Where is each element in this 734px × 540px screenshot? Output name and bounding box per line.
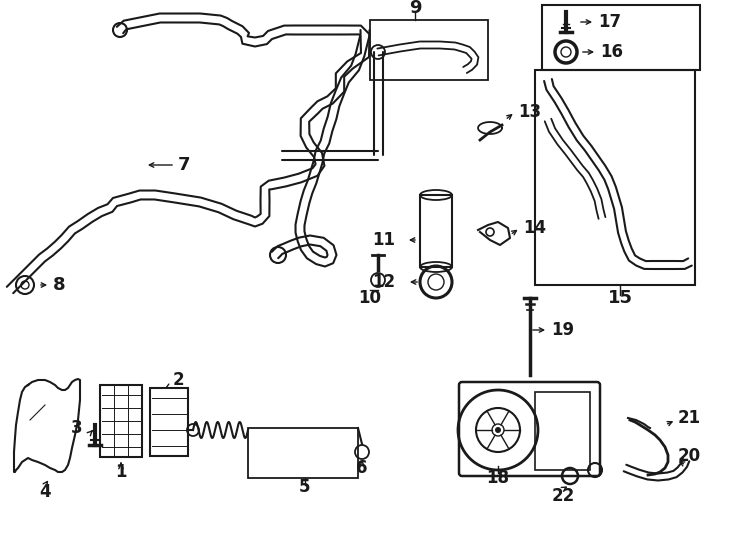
Text: 21: 21 [678, 409, 701, 427]
Circle shape [495, 427, 501, 433]
Bar [248, 428, 358, 478]
Text: 17: 17 [598, 13, 621, 31]
Text: 5: 5 [299, 478, 310, 496]
Bar [535, 70, 695, 285]
Text: 12: 12 [372, 273, 395, 291]
Text: 16: 16 [600, 43, 623, 61]
Text: 3: 3 [70, 419, 82, 437]
Bar [542, 5, 700, 70]
Text: 22: 22 [551, 487, 575, 505]
Text: 8: 8 [53, 276, 65, 294]
Text: 15: 15 [608, 289, 633, 307]
Text: 20: 20 [678, 447, 701, 465]
Bar [535, 392, 590, 470]
Text: 19: 19 [551, 321, 574, 339]
Text: 9: 9 [409, 0, 421, 17]
Bar [100, 385, 142, 457]
Text: 6: 6 [356, 459, 368, 477]
Text: 18: 18 [487, 469, 509, 487]
Text: 7: 7 [178, 156, 191, 174]
Bar [150, 388, 188, 456]
Text: 14: 14 [523, 219, 546, 237]
Text: 10: 10 [358, 289, 382, 307]
Bar [370, 20, 488, 80]
Text: 1: 1 [115, 463, 127, 481]
Bar [420, 195, 452, 267]
Text: 4: 4 [39, 483, 51, 501]
Text: 13: 13 [518, 103, 541, 121]
Text: 2: 2 [172, 371, 184, 389]
Text: 11: 11 [372, 231, 395, 249]
